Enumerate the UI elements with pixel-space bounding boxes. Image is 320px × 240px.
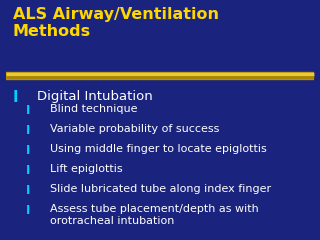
Text: I: I (26, 124, 30, 137)
Text: Blind technique: Blind technique (50, 104, 137, 114)
Text: Variable probability of success: Variable probability of success (50, 124, 219, 134)
Text: Lift epiglottis: Lift epiglottis (50, 164, 122, 174)
Text: I: I (26, 184, 30, 197)
Text: I: I (26, 164, 30, 177)
Text: Slide lubricated tube along index finger: Slide lubricated tube along index finger (50, 184, 271, 194)
Text: I: I (26, 104, 30, 117)
Text: I: I (26, 204, 30, 217)
Text: I: I (26, 144, 30, 157)
Text: Using middle finger to locate epiglottis: Using middle finger to locate epiglottis (50, 144, 266, 154)
Text: I: I (13, 90, 18, 105)
Text: Digital Intubation: Digital Intubation (37, 90, 153, 103)
Text: Assess tube placement/depth as with
orotracheal intubation: Assess tube placement/depth as with orot… (50, 204, 258, 226)
Text: ALS Airway/Ventilation
Methods: ALS Airway/Ventilation Methods (13, 7, 219, 39)
